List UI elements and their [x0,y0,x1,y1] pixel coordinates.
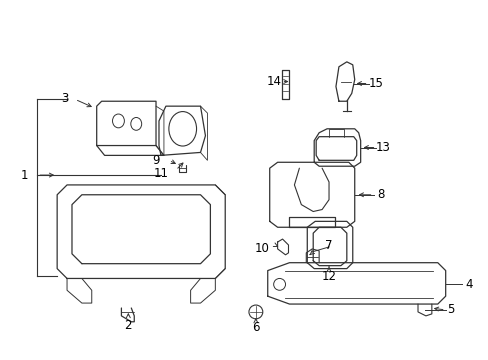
Text: 15: 15 [368,77,383,90]
Text: 5: 5 [446,303,453,316]
Text: 11: 11 [153,167,168,180]
Text: 3: 3 [61,92,69,105]
Text: 7: 7 [325,239,332,252]
Text: 9: 9 [152,154,160,167]
Text: 1: 1 [20,168,28,181]
Text: 4: 4 [465,278,472,291]
Text: 6: 6 [252,321,259,334]
Text: 10: 10 [254,242,269,255]
Text: 2: 2 [124,319,132,332]
Text: 13: 13 [375,141,390,154]
Text: 14: 14 [266,75,282,88]
Text: 8: 8 [376,188,384,201]
Text: 12: 12 [321,270,336,283]
